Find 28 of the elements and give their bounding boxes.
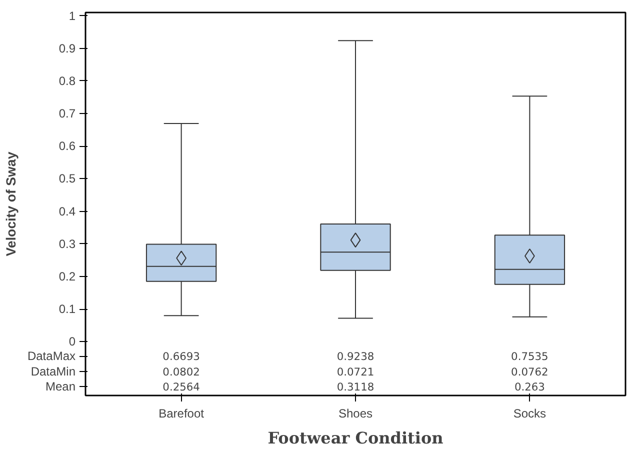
annotation: 0.0802 <box>162 365 200 378</box>
y-tick-label: 0.8 <box>58 74 76 88</box>
y-tick-label: 0.7 <box>58 106 76 121</box>
annotation: 0.0721 <box>336 365 374 378</box>
y-tick-label: 1 <box>68 8 76 23</box>
annotation: 0.3118 <box>336 380 374 394</box>
x-axis-title: Footwear Condition <box>268 428 444 448</box>
annotation: 0.9238 <box>336 350 374 364</box>
y-tick-label: 0.5 <box>58 172 76 186</box>
x-tick-label: Socks <box>513 406 546 420</box>
x-tick-label: Shoes <box>338 406 373 420</box>
text: Mean <box>45 379 76 394</box>
y-tick-label: 0.9 <box>58 41 76 56</box>
y-tick-label: 0.2 <box>58 270 76 284</box>
annotation: 0.0762 <box>511 365 548 378</box>
y-tick-label: 0.1 <box>58 302 76 316</box>
y-tick-label: 0.3 <box>58 236 76 251</box>
text: DataMax <box>27 349 76 364</box>
annotation: 0.7535 <box>511 350 548 364</box>
x-tick-label: Barefoot <box>158 406 205 420</box>
y-tick-label: 0.4 <box>58 204 76 218</box>
y-tick-label: 0 <box>68 334 76 349</box>
y-axis-title: Velocity of Sway <box>3 151 18 256</box>
annotation: 0.263 <box>514 380 545 394</box>
annotation: 0.6693 <box>162 350 200 364</box>
y-tick-label: 0.6 <box>58 139 76 154</box>
text: DataMin <box>30 364 76 378</box>
annotation: 0.2564 <box>162 380 200 394</box>
